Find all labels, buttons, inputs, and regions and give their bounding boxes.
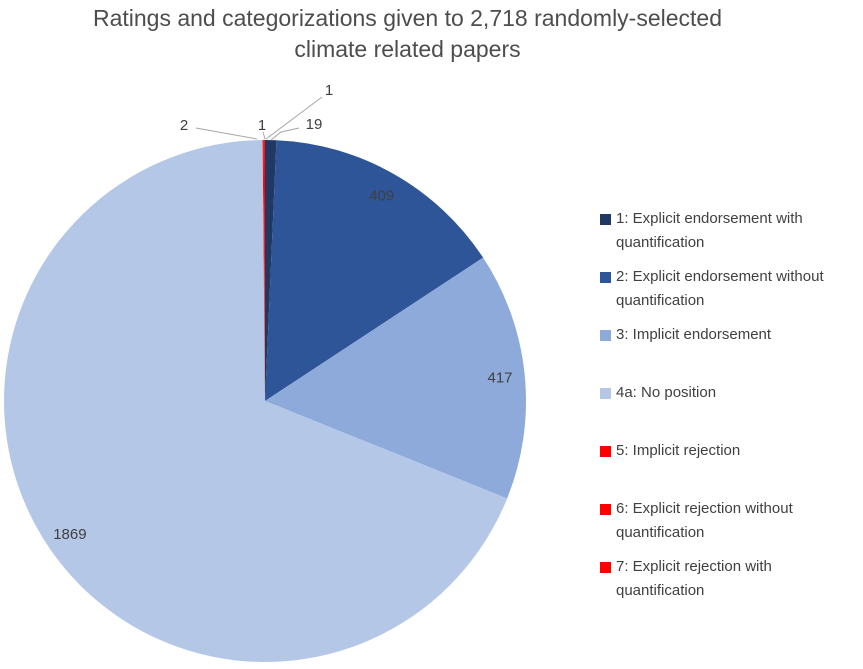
callout-value-label-7: 1 — [325, 82, 333, 99]
legend-item-4a: 4a: No position — [600, 381, 858, 405]
callout-value-label-6: 2 — [180, 117, 188, 134]
legend-item-3: 3: Implicit endorsement — [600, 323, 858, 347]
legend-label-2: 2: Explicit endorsement without quantific… — [616, 268, 824, 309]
pie-slice-1 — [265, 140, 277, 401]
pie-slice-6 — [263, 140, 265, 401]
legend-swatch-2 — [600, 272, 611, 283]
chart-legend: 1: Explicit endorsement with quantificati… — [600, 207, 858, 613]
legend-label-5: 5: Implicit rejection — [616, 442, 741, 459]
callout-value-label-1: 19 — [306, 116, 323, 133]
slice-value-label-4a: 1869 — [53, 526, 86, 543]
legend-item-7: 7: Explicit rejection with quantification — [600, 555, 858, 603]
chart-title-line-2: climate related papers — [294, 36, 521, 62]
leader-line-slice-5 — [262, 131, 266, 140]
legend-item-1: 1: Explicit endorsement with quantificati… — [600, 207, 858, 255]
slice-value-label-2: 409 — [369, 188, 394, 205]
chart-title: Ratings and categorizations given to 2,7… — [0, 3, 815, 65]
legend-swatch-7 — [600, 562, 611, 573]
legend-label-7: 7: Explicit rejection with quantification — [616, 558, 772, 599]
legend-swatch-4a — [600, 388, 611, 399]
legend-swatch-1 — [600, 214, 611, 225]
legend-item-5: 5: Implicit rejection — [600, 439, 858, 463]
chart-title-line-1: Ratings and categorizations given to 2,7… — [92, 5, 723, 31]
pie-slice-5 — [262, 140, 265, 401]
legend-label-1: 1: Explicit endorsement with quantificati… — [616, 210, 803, 251]
pie-slice-7 — [264, 139, 265, 402]
pie-slice-2 — [265, 140, 484, 401]
legend-label-3: 3: Implicit endorsement — [616, 326, 772, 343]
legend-label-4a: 4a: No position — [616, 384, 717, 401]
legend-item-6: 6: Explicit rejection without quantificat… — [600, 497, 858, 545]
pie-slice-3 — [265, 257, 527, 499]
legend-item-2: 2: Explicit endorsement without quantific… — [600, 265, 858, 313]
callout-value-label-5: 1 — [258, 117, 266, 134]
leader-line-slice-7 — [265, 96, 323, 140]
legend-swatch-5 — [600, 446, 611, 457]
legend-label-6: 6: Explicit rejection without quantificat… — [616, 500, 793, 541]
legend-swatch-6 — [600, 504, 611, 515]
legend-swatch-3 — [600, 330, 611, 341]
pie-slice-4a — [4, 140, 508, 662]
slice-value-label-3: 417 — [487, 370, 512, 387]
leader-line-slice-6 — [195, 127, 258, 140]
leader-line-slice-1 — [270, 127, 300, 141]
